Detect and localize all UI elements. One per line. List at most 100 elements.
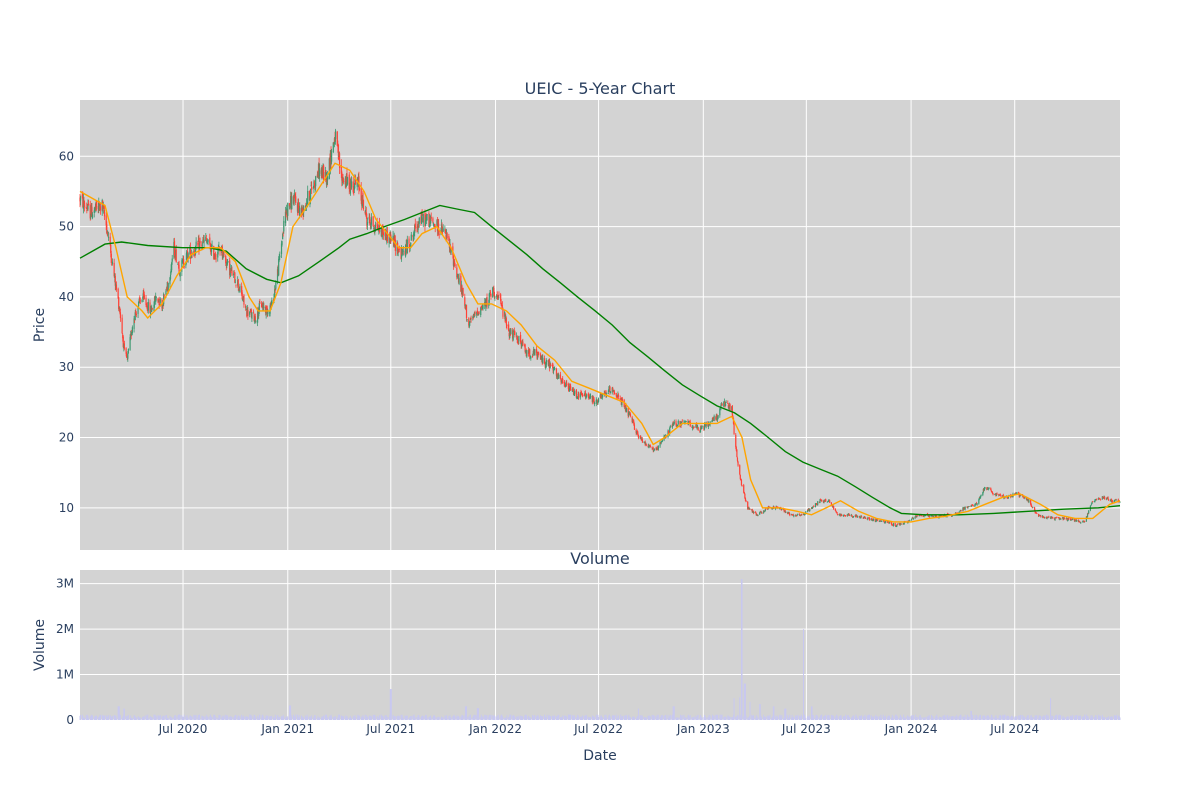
volume-bar (717, 718, 719, 720)
volume-bar (193, 716, 195, 720)
volume-bar (840, 715, 842, 720)
candle-body (446, 233, 448, 239)
volume-bar (258, 717, 260, 720)
candlestick (637, 434, 640, 440)
candlestick (572, 387, 575, 396)
volume-bar (601, 717, 603, 720)
volume-bar (751, 716, 753, 720)
candlestick (911, 518, 913, 521)
candle-body (980, 495, 982, 496)
volume-bar (529, 718, 531, 720)
candle-body (105, 215, 107, 226)
candle-body (804, 513, 806, 516)
volume-bar (752, 715, 754, 720)
volume-bar (680, 715, 682, 720)
volume-bar (623, 715, 625, 720)
candlestick (442, 224, 444, 232)
candle-body (825, 499, 827, 502)
candlestick (872, 518, 875, 521)
candle-body (978, 497, 980, 500)
volume-bar (867, 714, 869, 720)
volume-bar (677, 717, 679, 720)
volume-bar (210, 716, 212, 720)
candlestick (990, 487, 992, 491)
candle-body (764, 510, 766, 512)
volume-bar (213, 714, 215, 720)
volume-bar (96, 715, 98, 720)
volume-bar (445, 716, 447, 720)
candle-body (374, 224, 377, 231)
candle-body (900, 523, 903, 525)
candle-body (138, 302, 140, 307)
candle-body (1032, 507, 1034, 508)
candlestick (203, 235, 205, 248)
volume-bar (227, 716, 229, 720)
candle-body (1096, 499, 1098, 501)
candle-body (134, 319, 136, 321)
candle-body (1046, 517, 1048, 519)
volume-bar (362, 716, 364, 720)
candle-body (579, 392, 581, 398)
candle-body (167, 283, 169, 291)
volume-bar (187, 717, 189, 720)
volume-bar (398, 716, 400, 720)
candle-body (372, 216, 374, 227)
candle-body (554, 367, 556, 370)
volume-bar (812, 715, 814, 720)
candle-body (755, 511, 757, 514)
candlestick (422, 213, 424, 228)
volume-bar (521, 716, 523, 720)
candle-body (171, 262, 173, 271)
volume-bar (358, 716, 360, 720)
candle-body (170, 268, 172, 273)
candle-body (1100, 499, 1102, 501)
volume-bar (584, 715, 586, 720)
volume-bar (321, 716, 323, 720)
candle-body (308, 190, 311, 201)
volume-bar (386, 717, 388, 720)
volume-bar (402, 718, 404, 720)
candle-body (1082, 521, 1084, 522)
volume-bar (474, 714, 476, 720)
volume-bar (496, 716, 498, 720)
candlestick (982, 488, 984, 494)
candlestick (1115, 499, 1118, 501)
candle-body (720, 404, 722, 408)
candle-body (703, 424, 706, 430)
candle-body (796, 514, 798, 516)
volume-bar (627, 716, 629, 720)
volume-bar (245, 716, 247, 720)
candle-body (174, 255, 176, 258)
candle-body (512, 331, 514, 340)
candlestick (518, 335, 520, 345)
candlestick (744, 497, 747, 502)
candlestick (147, 298, 149, 314)
candlestick (444, 228, 447, 234)
candlestick (979, 495, 982, 499)
volume-bar (426, 718, 428, 720)
candlestick (1119, 501, 1121, 503)
candlestick (131, 325, 133, 336)
candle-body (959, 510, 961, 512)
volume-bar (191, 716, 193, 720)
candlestick (685, 421, 687, 423)
candlestick (478, 310, 480, 315)
candlestick (229, 264, 231, 278)
candle-body (584, 392, 587, 398)
candlestick (493, 291, 496, 300)
candle-body (1066, 518, 1068, 521)
volume-bar-series (79, 579, 1121, 720)
candle-body (667, 430, 670, 434)
candle-body (798, 514, 801, 516)
volume-bar (452, 717, 454, 720)
candle-body (661, 439, 663, 442)
candle-body (697, 427, 699, 431)
candle-body (537, 352, 539, 355)
volume-bar (721, 714, 723, 720)
volume-bar (637, 708, 639, 720)
candle-body (378, 222, 381, 232)
volume-bar (655, 716, 657, 720)
candle-body (183, 258, 185, 267)
volume-bar (251, 715, 253, 720)
volume-bar (602, 717, 604, 720)
